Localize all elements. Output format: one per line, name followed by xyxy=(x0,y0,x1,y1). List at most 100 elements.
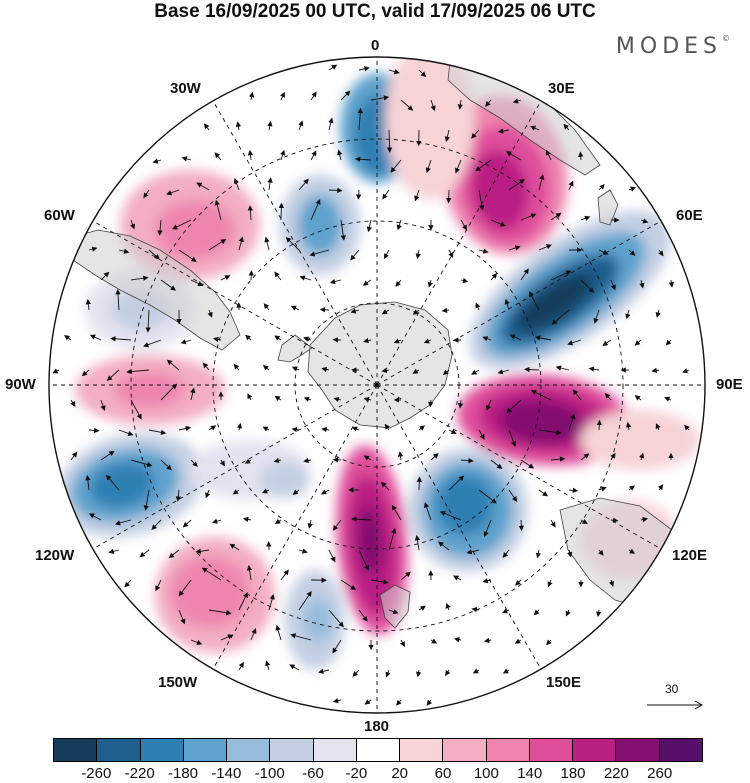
anomaly-region xyxy=(385,57,475,200)
wind-arrow xyxy=(533,609,540,616)
wind-arrow xyxy=(568,413,576,431)
wind-arrow xyxy=(352,669,360,677)
wind-arrow xyxy=(88,513,102,521)
wind-arrow xyxy=(358,66,370,72)
wind-arrow xyxy=(238,236,244,251)
colorbar-tick-label: -140 xyxy=(211,765,242,782)
wind-arrow xyxy=(508,245,521,251)
wind-arrow xyxy=(299,275,312,281)
wind-arrow xyxy=(428,399,434,408)
wind-arrow xyxy=(246,564,253,581)
colorbar-tick-label: 220 xyxy=(603,765,629,782)
wind-arrow xyxy=(214,199,222,221)
wind-arrow xyxy=(391,504,402,521)
label-120e: 120E xyxy=(672,547,708,564)
wind-arrow xyxy=(274,271,282,281)
wind-arrow xyxy=(157,219,163,236)
wind-arrow xyxy=(485,99,492,107)
wind-arrow xyxy=(370,579,389,585)
wind-arrow xyxy=(235,121,242,131)
wind-arrow xyxy=(418,605,426,611)
wind-arrow xyxy=(152,158,162,164)
meridian-line xyxy=(212,384,378,670)
wind-arrow xyxy=(303,336,312,342)
label-150w: 150W xyxy=(158,674,198,691)
wind-arrow xyxy=(441,307,450,313)
wind-arrow xyxy=(388,69,400,75)
wind-arrow xyxy=(664,396,672,402)
wind-arrow xyxy=(598,183,605,191)
anomaly-region xyxy=(357,505,383,575)
wind-arrow xyxy=(504,298,510,311)
wind-arrow xyxy=(588,366,600,372)
wind-arrow xyxy=(178,609,186,625)
wind-arrow xyxy=(130,219,136,230)
wind-arrow xyxy=(520,213,537,221)
wind-arrow xyxy=(89,334,102,341)
wind-arrow xyxy=(397,451,404,461)
wind-arrow xyxy=(455,159,462,174)
wind-arrow xyxy=(555,365,570,371)
wind-arrow xyxy=(502,549,510,558)
wind-arrow xyxy=(180,339,192,345)
wind-arrow xyxy=(565,609,571,617)
colorbar-tick-label: 140 xyxy=(517,765,543,782)
label-30e: 30E xyxy=(548,80,575,97)
wind-arrow xyxy=(580,279,595,293)
wind-arrow xyxy=(529,291,540,311)
wind-arrow xyxy=(108,548,120,554)
anomaly-region xyxy=(304,598,332,642)
wind-arrow xyxy=(318,668,330,674)
wind-arrow xyxy=(426,699,433,706)
colorbar-tick-label: 60 xyxy=(434,765,452,782)
wind-arrow xyxy=(247,205,254,221)
wind-arrow xyxy=(178,425,192,432)
wind-arrow xyxy=(486,399,492,411)
colorbar xyxy=(53,738,703,762)
wind-arrow xyxy=(115,289,121,311)
wind-arrow xyxy=(658,249,664,257)
wind-arrow xyxy=(366,219,373,233)
colorbar-swatch xyxy=(400,739,444,761)
wind-arrow xyxy=(475,302,481,311)
wind-arrow xyxy=(280,91,285,101)
wind-arrow xyxy=(85,298,92,311)
wind-arrow xyxy=(508,429,517,447)
wind-arrow xyxy=(415,249,421,260)
latitude-circle xyxy=(130,138,624,632)
colorbar-swatch xyxy=(313,739,357,761)
wind-arrow xyxy=(248,270,254,281)
wind-arrow xyxy=(363,396,372,403)
wind-arrow xyxy=(118,248,130,254)
colorbar-tick-label: -60 xyxy=(302,765,324,782)
wind-arrow xyxy=(520,459,535,469)
wind-arrow xyxy=(205,489,211,499)
colorbar-tick-label: -20 xyxy=(345,765,368,782)
wind-arrow xyxy=(208,425,217,431)
wind-arrow xyxy=(512,98,522,104)
wind-arrow xyxy=(329,278,342,285)
wind-arrow xyxy=(448,475,465,491)
wind-arrow xyxy=(684,424,690,431)
wind-arrow xyxy=(546,149,552,161)
wind-arrow xyxy=(145,309,151,333)
wind-arrow xyxy=(596,609,602,618)
wind-arrow xyxy=(160,279,177,291)
wind-arrow xyxy=(130,275,149,281)
wind-arrow xyxy=(625,421,632,431)
wind-arrow xyxy=(124,579,132,588)
colorbar-tick-label: 100 xyxy=(473,765,499,782)
meridian-line xyxy=(376,100,542,386)
wind-arrow xyxy=(88,246,98,252)
wind-arrow xyxy=(81,369,90,377)
wind-arrow xyxy=(634,339,642,346)
wind-arrow xyxy=(333,396,342,403)
wind-arrow xyxy=(219,459,225,467)
wind-arrow xyxy=(261,488,270,494)
anomaly-region xyxy=(260,462,310,498)
wind-arrow xyxy=(538,244,552,251)
wind-arrow xyxy=(610,279,616,291)
wind-arrow xyxy=(328,187,343,194)
wind-arrow xyxy=(118,429,134,436)
wind-arrow xyxy=(291,366,300,372)
